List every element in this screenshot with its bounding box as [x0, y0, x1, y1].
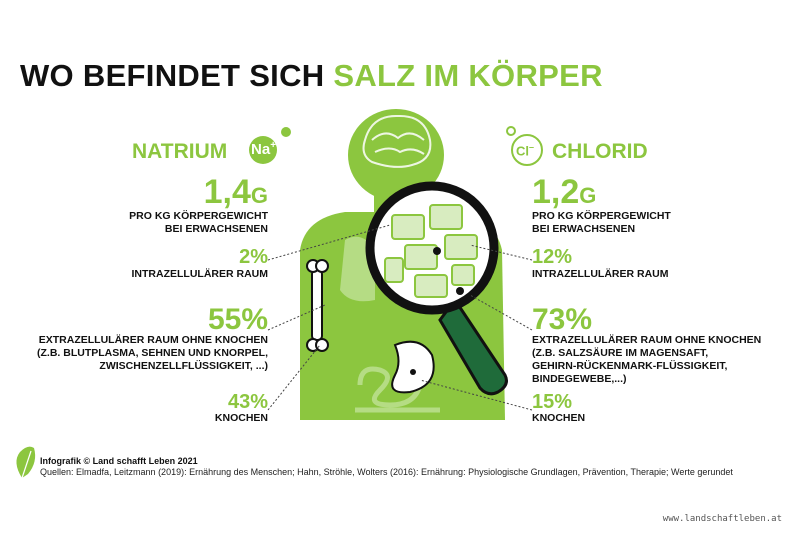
- title-part-1: WO BEFINDET SICH: [20, 58, 334, 93]
- stomach-icon: [391, 340, 435, 394]
- natrium-extra-pct: 55%: [207, 303, 268, 336]
- chlorid-intra-pct: 12%: [532, 246, 573, 268]
- na-symbol: Na+: [251, 140, 277, 158]
- chlorid-extra-pct: 73%: [532, 303, 593, 336]
- chlorid-intra-label: INTRAZELLULÄRER RAUM: [532, 268, 669, 280]
- cells-icon: [384, 204, 478, 298]
- intestines-icon: [355, 366, 440, 413]
- bone-icon: [306, 259, 329, 352]
- chlorid-label: CHLORID: [552, 140, 648, 163]
- magnifier-icon: [365, 181, 508, 396]
- natrium-total: 1,4G: [203, 173, 268, 211]
- cl-circle: [511, 134, 543, 166]
- na-circle: [249, 136, 277, 164]
- cl-symbol: Cl–: [516, 142, 535, 159]
- natrium-intra-label: INTRAZELLULÄRER RAUM: [131, 268, 269, 280]
- natrium-extra-label: EXTRAZELLULÄRER RAUM OHNE KNOCHEN (Z.B. B…: [37, 334, 268, 372]
- chlorid-extra-label: EXTRAZELLULÄRER RAUM OHNE KNOCHEN (Z.B. S…: [532, 334, 762, 385]
- chlorid-total-caption: PRO KG KÖRPERGEWICHT BEI ERWACHSENEN: [532, 210, 671, 235]
- natrium-total-caption: PRO KG KÖRPERGEWICHT BEI ERWACHSENEN: [129, 210, 268, 235]
- chlorid-bone-pct: 15%: [532, 391, 573, 413]
- natrium-bone-pct: 43%: [227, 391, 268, 413]
- title-part-2: SALZ IM KÖRPER: [333, 58, 603, 93]
- footer-url: www.landschaftleben.at: [662, 514, 782, 524]
- footer-sources: Quellen: Elmadfa, Leitzmann (2019): Ernä…: [40, 467, 733, 477]
- chlorid-total: 1,2G: [532, 173, 597, 211]
- brain-icon: [362, 114, 432, 168]
- natrium-label: NATRIUM: [132, 140, 228, 163]
- chlorid-bone-label: KNOCHEN: [532, 412, 586, 424]
- page-title: WO BEFINDET SICH SALZ IM KÖRPER: [20, 58, 603, 94]
- natrium-intra-pct: 2%: [239, 246, 268, 268]
- footer-credit: Infografik © Land schafft Leben 2021: [40, 456, 198, 466]
- natrium-bone-label: KNOCHEN: [214, 412, 268, 424]
- leader-lines: [267, 224, 533, 411]
